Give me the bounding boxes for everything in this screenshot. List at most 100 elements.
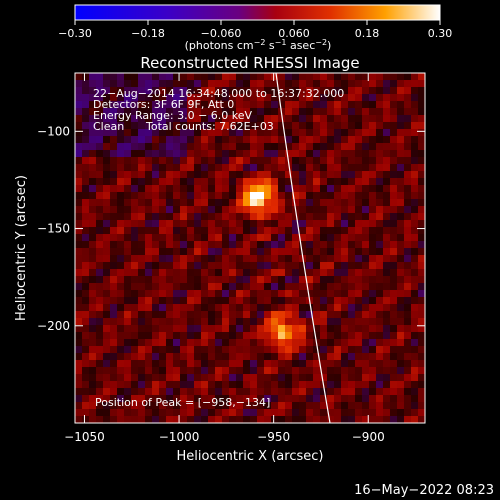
heatmap-cell [201,234,209,242]
heatmap-cell [362,108,370,116]
heatmap-cell [348,108,356,116]
heatmap-cell [285,353,293,361]
heatmap-cell [89,262,97,270]
heatmap-cell [327,206,335,214]
heatmap-cell [89,353,97,361]
heatmap-cell [327,395,335,403]
heatmap-cell [180,409,188,417]
heatmap-cell [194,332,202,340]
heatmap-cell [215,234,223,242]
heatmap-cell [320,367,328,375]
heatmap-cell [117,283,125,291]
heatmap-cell [334,122,342,130]
heatmap-cell [341,227,349,235]
heatmap-cell [320,108,328,116]
heatmap-cell [250,129,258,137]
heatmap-cell [229,87,237,95]
heatmap-cell [208,185,216,193]
heatmap-cell [313,290,321,298]
heatmap-cell [159,192,167,200]
heatmap-cell [250,164,258,172]
heatmap-cell [138,339,146,347]
heatmap-cell [355,199,363,207]
heatmap-cell [327,80,335,88]
heatmap-cell [313,73,321,81]
heatmap-cell [292,276,300,284]
heatmap-cell [264,381,272,389]
heatmap-cell [411,339,419,347]
heatmap-cell [257,108,265,116]
heatmap-cell [397,402,405,410]
heatmap-cell [355,248,363,256]
heatmap-cell [166,178,174,186]
heatmap-cell [369,220,377,228]
heatmap-cell [271,311,279,319]
heatmap-cell [404,416,412,423]
heatmap-cell [222,206,230,214]
heatmap-cell [110,416,118,423]
plot-frame [74,72,426,424]
heatmap-cell [152,115,160,123]
heatmap-cell [341,416,349,423]
heatmap-cell [222,346,230,354]
heatmap-cell [75,171,83,179]
heatmap-cell [75,199,83,207]
heatmap-cell [103,80,111,88]
heatmap-cell [271,136,279,144]
heatmap-cell [208,192,216,200]
heatmap-cell [355,388,363,396]
heatmap-cell [131,73,139,81]
heatmap-cell [243,129,251,137]
heatmap-cell [369,241,377,249]
heatmap-cell [243,248,251,256]
heatmap-cell [75,108,83,116]
heatmap-cell [243,409,251,417]
heatmap-cell [243,80,251,88]
heatmap-cell [180,129,188,137]
heatmap-cell [348,227,356,235]
heatmap-cell [166,199,174,207]
heatmap-cell [306,192,314,200]
heatmap-cell [236,171,244,179]
heatmap-cell [411,171,419,179]
heatmap-cell [369,269,377,277]
heatmap-cell [236,87,244,95]
heatmap-cell [82,304,90,312]
heatmap-cell [89,290,97,298]
heatmap-cell [264,115,272,123]
heatmap-cell [194,283,202,291]
heatmap-cell [397,171,405,179]
heatmap-cell [173,339,181,347]
heatmap-cell [208,381,216,389]
heatmap-cell [306,402,314,410]
heatmap-cell [348,199,356,207]
heatmap-cell [355,381,363,389]
heatmap-cell [159,255,167,263]
heatmap-cell [229,388,237,396]
heatmap-cell [152,199,160,207]
heatmap-cell [201,332,209,340]
heatmap-cell [138,367,146,375]
heatmap-cell [327,374,335,382]
heatmap-cell [236,360,244,368]
heatmap-cell [131,346,139,354]
heatmap-cell [348,283,356,291]
heatmap-cell [173,213,181,221]
heatmap-cell [166,206,174,214]
heatmap-cell [257,136,265,144]
x-axis-label: Heliocentric X (arcsec) [177,449,324,464]
heatmap-cell [145,171,153,179]
heatmap-cell [306,73,314,81]
heatmap-cell [187,346,195,354]
heatmap-cell [229,94,237,102]
heatmap-cell [89,283,97,291]
heatmap-cell [292,227,300,235]
heatmap-cell [334,115,342,123]
heatmap-cell [320,150,328,158]
heatmap-cell [222,402,230,410]
heatmap-cell [313,150,321,158]
heatmap-cell [383,185,391,193]
heatmap-cell [334,360,342,368]
heatmap-cell [257,416,265,423]
heatmap-cell [166,262,174,270]
